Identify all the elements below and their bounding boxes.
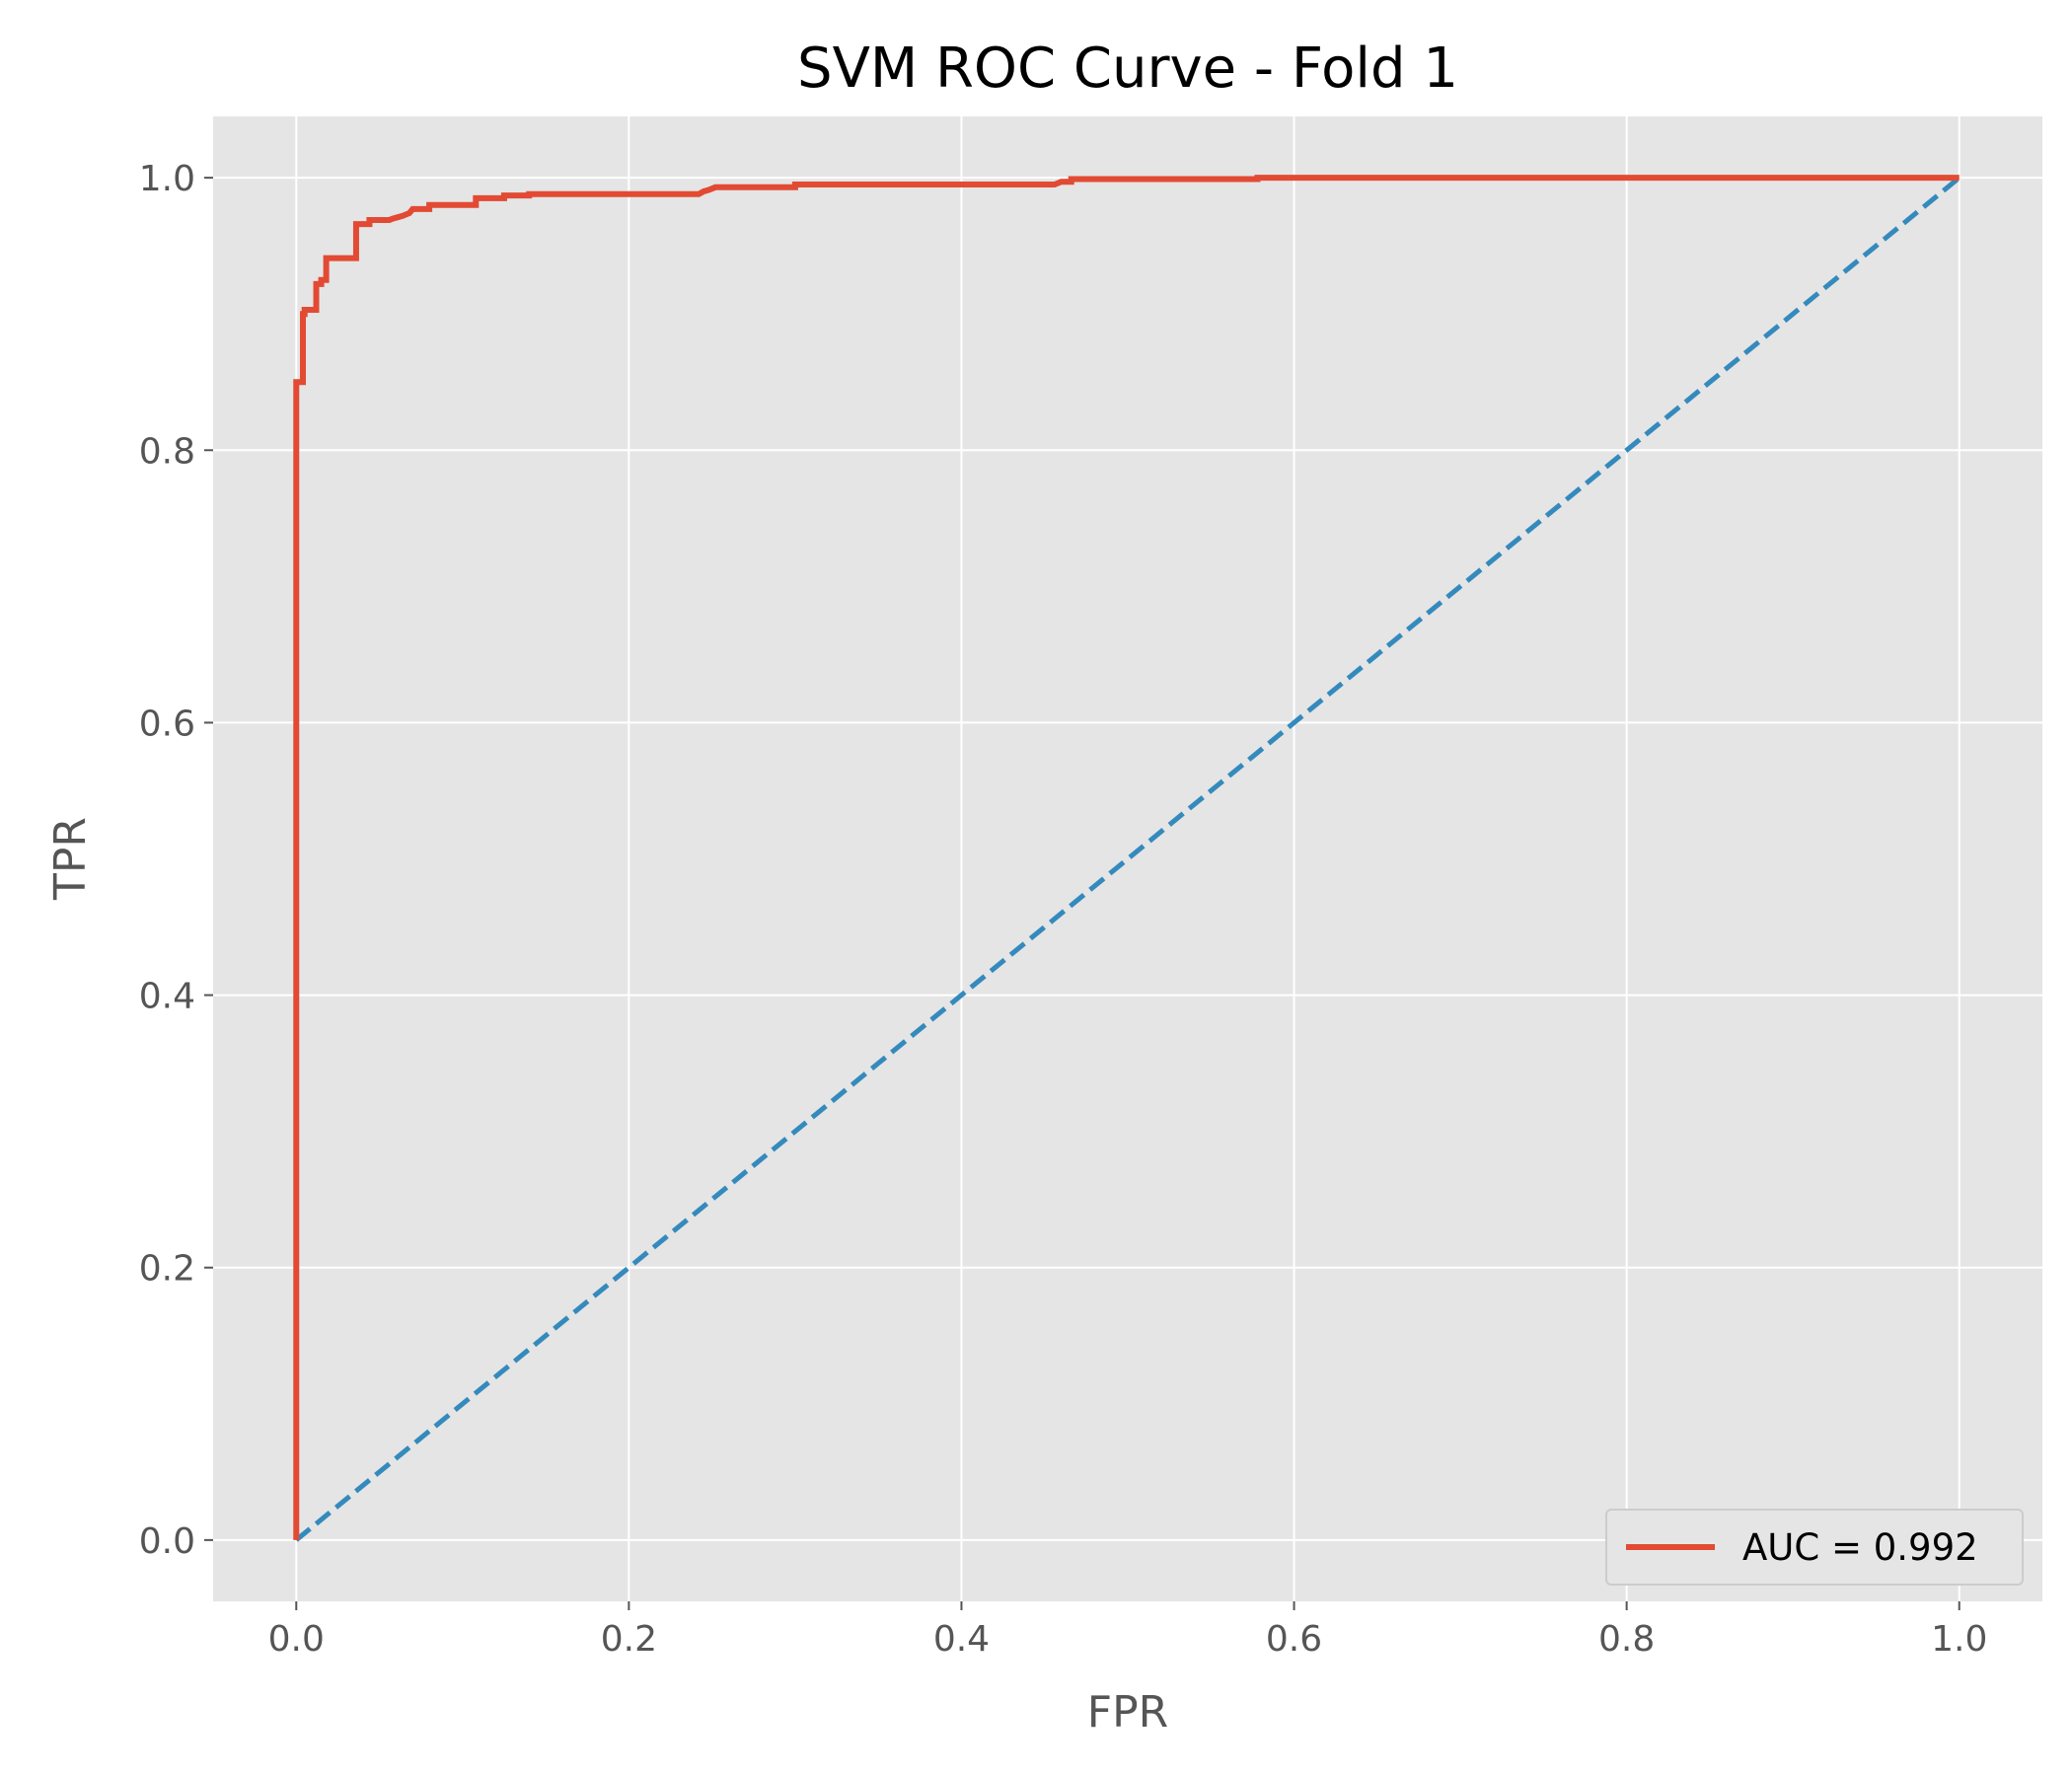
x-tick-labels: 0.0 0.2 0.4 0.6 0.8 1.0 bbox=[268, 1601, 1987, 1660]
x-tick-label: 0.8 bbox=[1598, 1619, 1655, 1660]
grid bbox=[213, 116, 2042, 1601]
y-tick-label: 0.6 bbox=[139, 703, 195, 744]
x-tick-label: 0.0 bbox=[268, 1619, 325, 1660]
legend: AUC = 0.992 bbox=[1605, 1509, 2024, 1586]
x-tick-label: 0.4 bbox=[933, 1619, 990, 1660]
y-tick-label: 0.2 bbox=[139, 1249, 195, 1290]
legend-box bbox=[1605, 1509, 2024, 1586]
legend-entry: AUC = 0.992 bbox=[1742, 1526, 1978, 1569]
y-tick-label: 0.0 bbox=[139, 1521, 195, 1562]
plot-area bbox=[213, 116, 2042, 1601]
y-tick-label: 1.0 bbox=[139, 159, 195, 199]
y-tick-label: 0.4 bbox=[139, 977, 195, 1017]
y-axis-label: TPR bbox=[45, 817, 96, 901]
chart-title: SVM ROC Curve - Fold 1 bbox=[797, 37, 1458, 101]
x-tick-label: 0.2 bbox=[601, 1619, 657, 1660]
roc-curve-line bbox=[293, 175, 1960, 1540]
x-tick-label: 0.6 bbox=[1266, 1619, 1322, 1660]
x-tick-label: 1.0 bbox=[1931, 1619, 1987, 1660]
series-layer bbox=[293, 175, 1961, 1542]
y-tick-label: 0.8 bbox=[139, 431, 195, 472]
x-axis-label: FPR bbox=[1087, 1687, 1168, 1738]
y-tick-labels: 0.0 0.2 0.4 0.6 0.8 1.0 bbox=[139, 159, 213, 1562]
